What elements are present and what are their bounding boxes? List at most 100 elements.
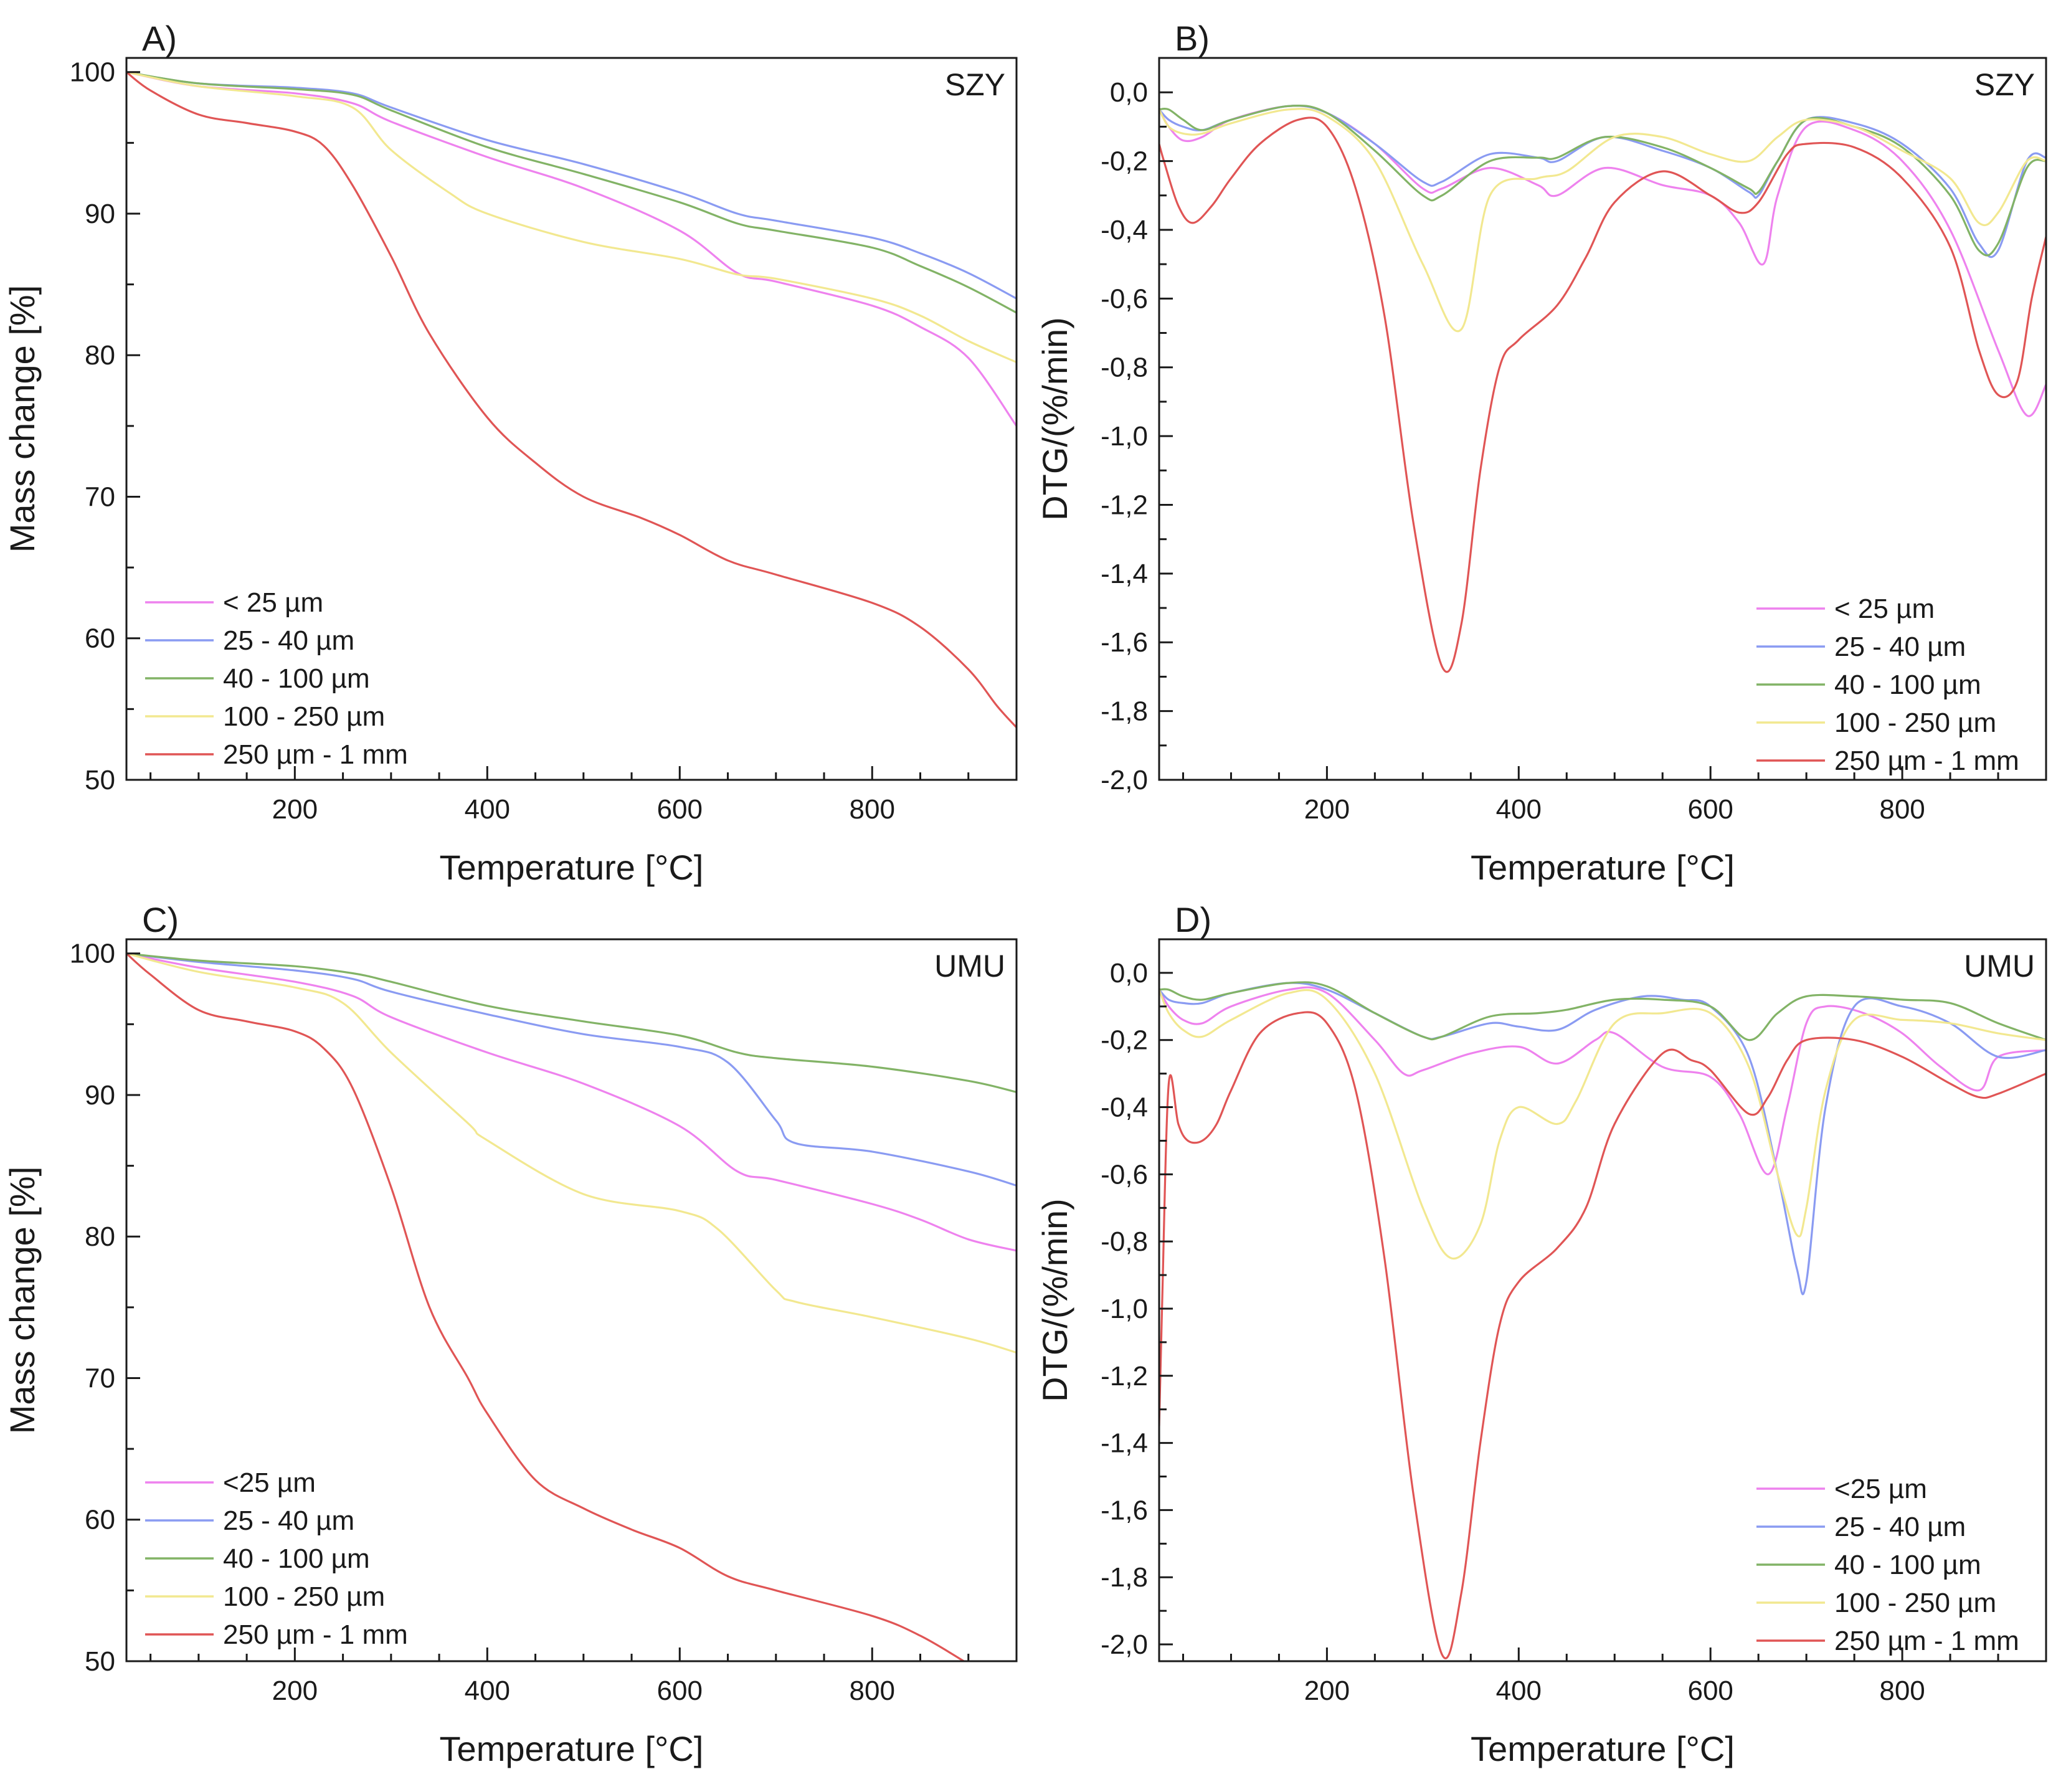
- series-line-lt25: [1159, 986, 2046, 1175]
- legend-label: 40 - 100 µm: [1834, 1550, 1981, 1580]
- x-tick-label: 600: [1687, 794, 1733, 825]
- panel-label: D): [1175, 900, 1211, 939]
- series-line-lt25: [126, 71, 1017, 427]
- legend-label: 250 µm - 1 mm: [1834, 746, 2019, 776]
- y-tick-label: -0,8: [1101, 1226, 1148, 1257]
- x-tick-label: 200: [1304, 1676, 1350, 1706]
- y-tick-label: 90: [85, 1080, 115, 1111]
- y-tick-label: -1,8: [1101, 1562, 1148, 1593]
- y-tick-label: -0,2: [1101, 146, 1148, 177]
- plot-frame: [1158, 57, 2047, 781]
- x-tick-label: 200: [1304, 794, 1350, 825]
- y-axis-title: Mass change [%]: [2, 1167, 42, 1434]
- y-tick-label: 100: [70, 57, 115, 88]
- y-tick-label: -0,6: [1101, 1159, 1148, 1190]
- y-tick-label: -1,0: [1101, 1294, 1148, 1324]
- x-tick-label: 600: [657, 1676, 703, 1706]
- y-tick-label: 60: [85, 1505, 115, 1535]
- panel-a: 200 400 600 800 50 60 70 80 90 100 Temperature [°C…: [2, 19, 1018, 887]
- legend-label: 40 - 100 µm: [1834, 670, 1981, 700]
- x-axis-title: Temperature [°C]: [440, 1729, 704, 1768]
- series-line-s40_100: [1159, 981, 2046, 1041]
- panel-d: 200 400 600 800 0,0 -0,2 -0,4 -0,6 -0,8 -1,0 -1,2 -…: [1035, 900, 2047, 1768]
- y-tick-label: 50: [85, 1646, 115, 1677]
- x-axis-title: Temperature [°C]: [440, 848, 704, 887]
- x-tick-label: 600: [1687, 1676, 1733, 1706]
- legend-label: 25 - 40 µm: [1834, 1512, 1966, 1542]
- sample-label: SZY: [945, 67, 1005, 102]
- sample-label: SZY: [1974, 67, 2035, 102]
- x-tick-label: 400: [465, 794, 510, 825]
- x-tick-label: 200: [272, 1676, 318, 1706]
- y-tick-label: 0,0: [1110, 77, 1148, 108]
- legend: < 25 µm 25 - 40 µm 40 - 100 µm 100 - 250 µm…: [1756, 594, 2019, 776]
- series-line-s250_1mm: [1159, 1011, 2046, 1659]
- series-line-s250_1mm: [126, 71, 1017, 728]
- x-tick-label: 200: [272, 794, 318, 825]
- legend-label: <25 µm: [223, 1467, 316, 1498]
- series-lines: [1159, 981, 2046, 1659]
- legend-label: 25 - 40 µm: [223, 625, 354, 656]
- plot-frame: [125, 57, 1018, 781]
- y-tick-label: 50: [85, 765, 115, 795]
- series-line-s100_250: [126, 952, 1017, 1354]
- legend-label: 25 - 40 µm: [1834, 632, 1966, 662]
- y-tick-label: -1,2: [1101, 490, 1148, 520]
- x-axis-title: Temperature [°C]: [1471, 848, 1735, 887]
- x-tick-label: 400: [1496, 1676, 1542, 1706]
- series-lines: [126, 952, 1017, 1661]
- x-axis-title: Temperature [°C]: [1471, 1729, 1735, 1768]
- y-tick-label: 0,0: [1110, 958, 1148, 988]
- legend-label: 100 - 250 µm: [1834, 708, 1996, 738]
- legend-label: 100 - 250 µm: [223, 701, 385, 732]
- plot-frame: [1158, 938, 2047, 1662]
- y-tick-label: 70: [85, 481, 115, 512]
- y-tick-label: -1,0: [1101, 421, 1148, 452]
- y-tick-label: -1,2: [1101, 1361, 1148, 1391]
- panel-b: 200 400 600 800 0,0 -0,2 -0,4 -0,6 -0,8 -1,0 -1,2 -…: [1035, 19, 2047, 887]
- plot-frame: [125, 938, 1018, 1662]
- x-tick-label: 400: [1496, 794, 1542, 825]
- y-tick-label: -0,4: [1101, 215, 1148, 245]
- series-line-s100_250: [1159, 108, 2046, 333]
- y-tick-label: -1,8: [1101, 696, 1148, 727]
- legend-label: 250 µm - 1 mm: [223, 739, 408, 770]
- series-line-s100_250: [1159, 988, 2046, 1260]
- legend-label: 250 µm - 1 mm: [1834, 1626, 2019, 1656]
- series-line-lt25: [126, 952, 1017, 1252]
- panel-c: 200 400 600 800 50 60 70 80 90 100 Temperature [°C…: [2, 900, 1018, 1768]
- y-tick-label: -0,8: [1101, 353, 1148, 383]
- legend: <25 µm 25 - 40 µm 40 - 100 µm 100 - 250 µm 2…: [1756, 1474, 2019, 1656]
- legend-label: 250 µm - 1 mm: [223, 1619, 408, 1650]
- y-tick-label: -0,4: [1101, 1093, 1148, 1123]
- y-tick-label: 60: [85, 623, 115, 654]
- y-tick-label: 100: [70, 939, 115, 969]
- panel-label: A): [142, 19, 177, 58]
- series-line-s40_100: [126, 71, 1017, 314]
- series-lines: [1159, 104, 2046, 673]
- panel-label: C): [142, 900, 179, 939]
- y-tick-label: -1,4: [1101, 1428, 1148, 1459]
- legend-label: 100 - 250 µm: [1834, 1588, 1996, 1618]
- x-tick-label: 800: [1879, 1676, 1925, 1706]
- y-tick-label: -1,4: [1101, 559, 1148, 589]
- y-tick-label: -0,2: [1101, 1025, 1148, 1056]
- series-line-s40_100: [1159, 104, 2046, 257]
- legend-label: 40 - 100 µm: [223, 1543, 370, 1574]
- y-tick-label: -1,6: [1101, 627, 1148, 658]
- x-tick-label: 800: [850, 1676, 895, 1706]
- legend-label: 40 - 100 µm: [223, 663, 370, 694]
- x-tick-label: 400: [465, 1676, 510, 1706]
- x-tick-label: 800: [850, 794, 895, 825]
- panel-label: B): [1175, 19, 1210, 58]
- y-tick-label: 80: [85, 1221, 115, 1252]
- legend-label: < 25 µm: [1834, 594, 1935, 624]
- y-axis-title: DTG/(%/min): [1035, 317, 1074, 521]
- sample-label: UMU: [934, 949, 1005, 984]
- y-tick-label: -0,6: [1101, 283, 1148, 314]
- sample-label: UMU: [1964, 949, 2035, 984]
- series-line-s40_100: [126, 952, 1017, 1093]
- x-tick-label: 800: [1879, 794, 1925, 825]
- series-line-s25_40: [126, 952, 1017, 1187]
